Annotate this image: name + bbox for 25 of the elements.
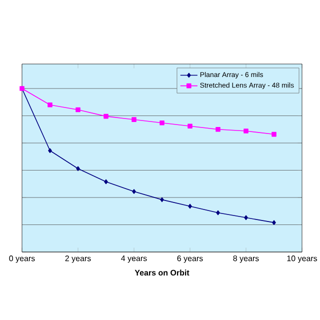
x-tick-label: 4 years xyxy=(121,256,147,263)
point xyxy=(244,215,248,220)
point xyxy=(132,117,136,122)
point xyxy=(244,128,248,134)
x-tick-label: 10 years xyxy=(287,256,318,263)
x-tick-label: 0 years xyxy=(9,256,35,263)
x-tick-label: 8 years xyxy=(233,256,259,263)
point xyxy=(104,114,108,119)
point xyxy=(272,132,276,137)
point xyxy=(188,124,192,129)
x-tick-label: 2 years xyxy=(65,256,91,263)
point xyxy=(216,126,220,132)
point xyxy=(160,120,164,126)
x-axis-title: Years on Orbit xyxy=(134,270,190,276)
point xyxy=(48,148,52,154)
point xyxy=(104,179,108,184)
point xyxy=(48,102,52,108)
point xyxy=(76,166,80,172)
point xyxy=(76,107,80,112)
point xyxy=(160,197,164,202)
point xyxy=(272,220,276,225)
point xyxy=(216,210,220,216)
point xyxy=(132,189,136,194)
x-tick-label: 6 years xyxy=(177,256,203,263)
point xyxy=(188,204,192,209)
